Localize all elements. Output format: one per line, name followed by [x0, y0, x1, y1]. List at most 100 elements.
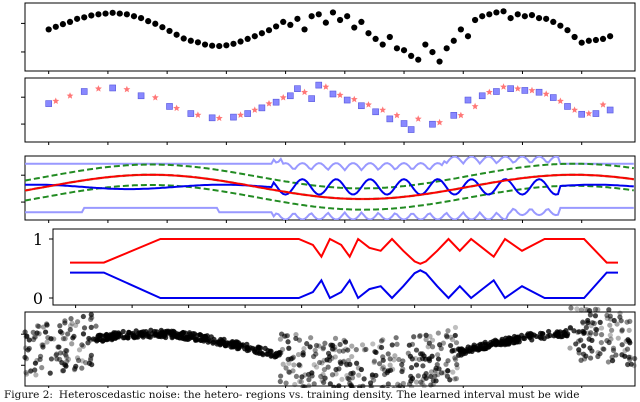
panel-5-point-479 [57, 350, 64, 356]
panel-2-square-27 [507, 85, 514, 92]
panel-1-point-72 [557, 22, 564, 29]
panel-5-point-852 [423, 332, 429, 338]
panel-5-point-741 [79, 342, 85, 348]
panel-5-point-885 [327, 353, 333, 360]
panel-5-point-867 [598, 332, 605, 338]
panel-5-point-880 [561, 332, 568, 338]
panel-5-point-511 [345, 375, 351, 381]
panel-5-point-436 [286, 360, 292, 366]
panel-5-point-239 [400, 380, 406, 387]
panel-1-point-21 [194, 39, 202, 46]
panel-5-point-728 [153, 329, 160, 335]
panel-2-square-6 [208, 114, 216, 122]
panel-2-star-24 [500, 83, 507, 90]
panel-5-point-876 [185, 336, 191, 343]
panel-5-point-899 [571, 328, 577, 334]
panel-5-point-810 [283, 365, 289, 371]
panel-5-point-804 [632, 355, 638, 362]
panel-5-point-736 [434, 361, 440, 368]
panel-2-square-7 [230, 113, 237, 121]
panel-2-square-32 [578, 110, 585, 118]
panel-5-point-257 [411, 334, 417, 340]
panel-5-point-619 [418, 351, 424, 357]
panel-5-point-797 [581, 329, 587, 335]
panel-5-point-711 [32, 360, 39, 366]
panel-5-point-230 [427, 333, 433, 339]
panel-5-point-200 [363, 346, 369, 352]
panel-5-point-868 [330, 342, 336, 348]
panel-5-point-155 [85, 340, 91, 346]
panel-5-point-761 [609, 358, 616, 364]
panel-5-point-840 [515, 337, 522, 343]
panel-5-point-800 [581, 343, 587, 349]
panel-1-point-53 [422, 41, 429, 48]
panel-5-point-674 [37, 353, 44, 359]
panel-5-point-793 [55, 344, 61, 350]
panel-1-point-48 [386, 33, 393, 41]
panel-5-point-6 [432, 373, 438, 379]
panel-1-point-74 [571, 33, 578, 41]
panel-5-point-858 [94, 337, 101, 343]
panel-2-star-27 [542, 90, 550, 97]
panel-2-square-1 [80, 88, 88, 95]
panel-5-point-577 [432, 367, 438, 374]
panel-5-point-787 [345, 347, 351, 353]
panel-5-point-898 [286, 369, 292, 375]
panel-1-point-79 [607, 33, 614, 40]
panel-5-point-392 [308, 335, 314, 341]
panel-5-point-831 [380, 337, 386, 343]
panel-5-point-461 [591, 320, 597, 326]
panel-5-point-859 [336, 383, 342, 388]
panel-1-point-12 [130, 13, 138, 20]
panel-5-point-743 [252, 349, 258, 355]
panel-5-point-471 [292, 381, 298, 388]
panel-5-point-105 [454, 361, 460, 368]
panel-1-point-52 [415, 56, 422, 63]
panel-5-point-453 [67, 327, 73, 333]
panel-2-square-28 [521, 87, 529, 94]
panel-5-point-760 [358, 366, 364, 373]
panel-2-square-16 [343, 96, 351, 104]
panel-5-point-532 [320, 345, 327, 351]
panel-1-point-41 [336, 16, 344, 24]
panel-5-point-472 [285, 339, 291, 345]
panel-5-point-470 [280, 361, 286, 367]
panel-5-point-856 [353, 347, 359, 353]
panel-1-point-8 [102, 10, 109, 17]
panel-5-point-877 [124, 332, 130, 338]
panel-5-point-884 [316, 359, 323, 366]
panel-1-scatter [21, 2, 636, 74]
panel-5-point-843 [588, 330, 594, 336]
panel-5-point-785 [576, 350, 582, 356]
panel-1-point-68 [528, 11, 536, 19]
panel-1-point-65 [507, 15, 514, 22]
panel-5-point-778 [131, 335, 137, 341]
panel-4-ytick-label-0: 0 [33, 289, 43, 308]
panel-2-square-31 [564, 103, 571, 110]
panel-5-point-35 [379, 366, 385, 372]
panel-5-point-891 [551, 333, 557, 339]
panel-5-point-476 [23, 356, 30, 362]
panel-2-star-21 [457, 111, 465, 119]
panel-5-point-773 [229, 339, 235, 346]
panel-5-point-540 [408, 373, 414, 379]
panel-2-square-30 [549, 94, 557, 101]
panel-5-point-794 [332, 335, 339, 341]
panel-5-point-650 [624, 346, 631, 352]
panel-4-line-blue [70, 269, 618, 300]
panel-5-point-86 [318, 373, 324, 380]
panel-5-point-128 [286, 345, 292, 351]
panel-5-point-853 [471, 346, 477, 352]
panel-5-point-185 [445, 328, 451, 334]
panel-5-point-496 [361, 347, 368, 353]
panel-5-point-713 [348, 370, 354, 377]
panel-5-point-754 [47, 370, 53, 376]
panel-5-point-191 [567, 345, 573, 351]
panel-5-point-58 [69, 320, 75, 326]
panel-1-point-2 [59, 21, 67, 28]
panel-5-point-601 [88, 316, 94, 322]
panel-5-point-866 [198, 337, 204, 343]
panel-5-point-430 [36, 331, 42, 337]
panel-5-point-183 [311, 381, 317, 387]
panel-5-point-96 [322, 375, 328, 381]
